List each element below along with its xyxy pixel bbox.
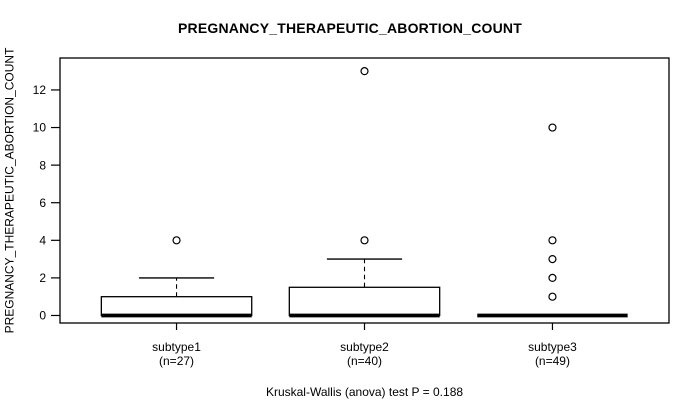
stat-test-caption: Kruskal-Wallis (anova) test P = 0.188 — [265, 385, 464, 399]
outlier-point — [548, 123, 557, 132]
outlier-point — [172, 236, 181, 245]
group-n-label: (n=27) — [159, 354, 194, 368]
iqr-box — [100, 296, 253, 317]
y-tick-label: 2 — [39, 271, 46, 285]
group-label: subtype1 — [152, 340, 201, 354]
boxplot-group-subtype3: subtype3(n=49) — [477, 123, 628, 368]
boxplot-group-subtype2: subtype2(n=40) — [288, 67, 441, 368]
y-tick-label: 8 — [39, 158, 46, 172]
group-label: subtype2 — [340, 340, 389, 354]
outlier-point — [360, 236, 369, 245]
chart-title: PREGNANCY_THERAPEUTIC_ABORTION_COUNT — [177, 20, 522, 36]
outlier-point — [360, 67, 369, 76]
outlier-point — [548, 236, 557, 245]
group-n-label: (n=49) — [535, 354, 570, 368]
y-tick-label: 10 — [33, 121, 47, 135]
boxplot-group-subtype1: subtype1(n=27) — [100, 236, 253, 368]
group-label: subtype3 — [528, 340, 577, 354]
y-tick-label: 6 — [39, 196, 46, 210]
outlier-point — [548, 273, 557, 282]
group-n-label: (n=40) — [347, 354, 382, 368]
outlier-point — [548, 292, 557, 301]
y-tick-label: 4 — [39, 234, 46, 248]
iqr-box — [288, 286, 441, 317]
y-tick-label: 12 — [33, 83, 47, 97]
outlier-point — [548, 254, 557, 264]
y-tick-label: 0 — [39, 309, 46, 323]
